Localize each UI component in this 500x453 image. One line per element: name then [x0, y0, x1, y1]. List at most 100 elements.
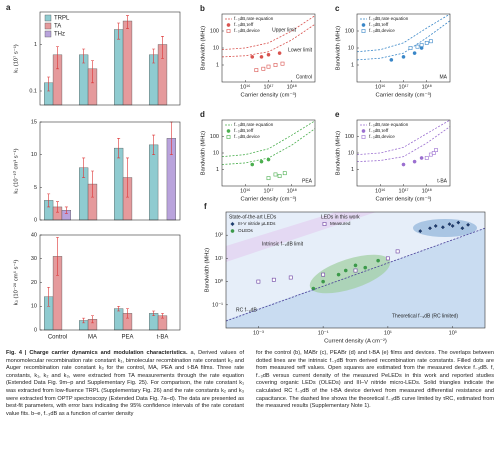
- x-tick-label: 10¹⁸: [422, 187, 432, 194]
- error-bar: [152, 48, 156, 64]
- marker: [376, 258, 380, 263]
- marker: [419, 156, 424, 160]
- rate-line: [225, 227, 486, 322]
- error-bar: [152, 310, 156, 317]
- y-tick-label: 10: [348, 45, 354, 51]
- y-axis-label: Bandwidth (MHz): [201, 26, 207, 71]
- legend-label: f₋₃dB,rate equation: [234, 122, 274, 127]
- legend-marker: [226, 23, 231, 27]
- legend-label: THz: [54, 32, 65, 38]
- x-axis-label: Carrier density (cm⁻³): [376, 93, 432, 99]
- marker: [401, 55, 406, 59]
- legend-title: LEDs in this work: [321, 214, 360, 220]
- panel-letter: a: [6, 3, 11, 12]
- marker: [271, 277, 276, 282]
- x-tick-label: PEA: [121, 335, 133, 341]
- marker: [266, 64, 271, 69]
- x-tick-label: 10¹⁸: [287, 83, 297, 90]
- marker: [412, 51, 417, 55]
- rate-line: [221, 15, 316, 51]
- marker: [440, 224, 446, 230]
- error-bar: [152, 134, 156, 155]
- marker: [431, 151, 436, 155]
- y-tick-label: 10: [213, 45, 219, 51]
- sample-label: Control: [296, 74, 312, 80]
- y-tick-label: 0.1: [29, 88, 37, 94]
- x-tick-label: 10¹⁷: [399, 83, 409, 90]
- y-tick-label: 20: [31, 280, 37, 286]
- legend-label: f₋₃dB,τeff: [369, 128, 389, 133]
- error-bar: [82, 48, 86, 64]
- marker: [254, 68, 259, 73]
- marker: [261, 66, 266, 71]
- marker: [280, 61, 285, 66]
- marker: [288, 275, 293, 280]
- y-axis-label: Bandwidth (MHz): [336, 26, 342, 71]
- marker: [256, 279, 261, 284]
- y-tick-label: 1: [351, 62, 354, 68]
- error-bar: [126, 308, 129, 319]
- bar: [113, 308, 124, 331]
- y-tick-label: 1: [216, 167, 219, 173]
- error-bar: [91, 315, 94, 324]
- y-tick-label: 100: [210, 28, 219, 34]
- marker: [273, 172, 278, 177]
- marker: [428, 39, 433, 44]
- error-bar: [82, 157, 86, 178]
- legend-marker: [361, 129, 366, 133]
- marker: [459, 225, 465, 231]
- error-bar: [91, 60, 94, 84]
- bar: [113, 29, 124, 106]
- marker: [250, 162, 255, 167]
- rate-line: [221, 23, 316, 58]
- y-axis-label: k₂ (10⁻¹⁰ cm³ s⁻¹): [13, 148, 20, 193]
- legend-marker: [226, 29, 231, 33]
- nitride-region: [413, 219, 477, 237]
- x-tick-label: 10³: [449, 330, 457, 336]
- legend-swatch: [44, 30, 52, 38]
- marker: [401, 162, 406, 167]
- marker: [363, 265, 368, 270]
- line-label: RC f₋₃dB: [236, 307, 257, 313]
- y-tick-label: 10¹: [215, 256, 223, 262]
- annotation: Upper limit: [272, 27, 297, 33]
- x-tick-label: 10¹⁶: [375, 187, 385, 194]
- sample-label: PEA: [302, 178, 313, 184]
- marker: [343, 268, 348, 273]
- marker: [415, 44, 420, 49]
- panel-letter: c: [335, 4, 340, 13]
- y-tick-label: 10: [348, 150, 354, 156]
- y-tick-label: 100: [210, 134, 219, 140]
- x-tick-label: 10¹: [384, 330, 392, 336]
- marker: [277, 51, 282, 55]
- sample-label: t-BA: [437, 178, 447, 184]
- legend-label: TRPL: [54, 16, 70, 22]
- x-tick-label: 10⁻¹: [318, 330, 329, 336]
- legend-label: f₋₃dB,τeff: [369, 22, 389, 27]
- error-bar: [117, 138, 121, 159]
- legend-label: TA: [54, 24, 61, 30]
- y-tick-label: 1: [351, 167, 354, 173]
- x-tick-label: 10¹⁷: [264, 83, 274, 90]
- x-axis-label: Carrier density (cm⁻³): [241, 197, 297, 203]
- legend-title: State-of-the-art LEDs: [229, 214, 277, 220]
- sample-label: MA: [440, 74, 448, 80]
- caption-right: for the control (b), MABr (c), PEABr (d)…: [256, 350, 494, 411]
- marker: [408, 46, 413, 50]
- plot-frame: [39, 121, 181, 221]
- panel-letter: b: [200, 4, 205, 13]
- y-tick-label: 10: [31, 152, 37, 158]
- legend-label: f₋₃dB,device: [369, 134, 395, 139]
- error-bar: [56, 46, 59, 70]
- bar: [113, 147, 124, 221]
- legend-marker: [230, 221, 235, 227]
- marker: [465, 222, 471, 228]
- legend-label: f₋₃dB,τeff: [234, 22, 254, 27]
- marker: [424, 156, 429, 160]
- marker: [277, 174, 282, 178]
- x-tick-label: 10¹⁸: [287, 187, 297, 194]
- y-tick-label: 100: [345, 28, 354, 34]
- legend-label: f₋₃dB,τeff: [234, 128, 254, 133]
